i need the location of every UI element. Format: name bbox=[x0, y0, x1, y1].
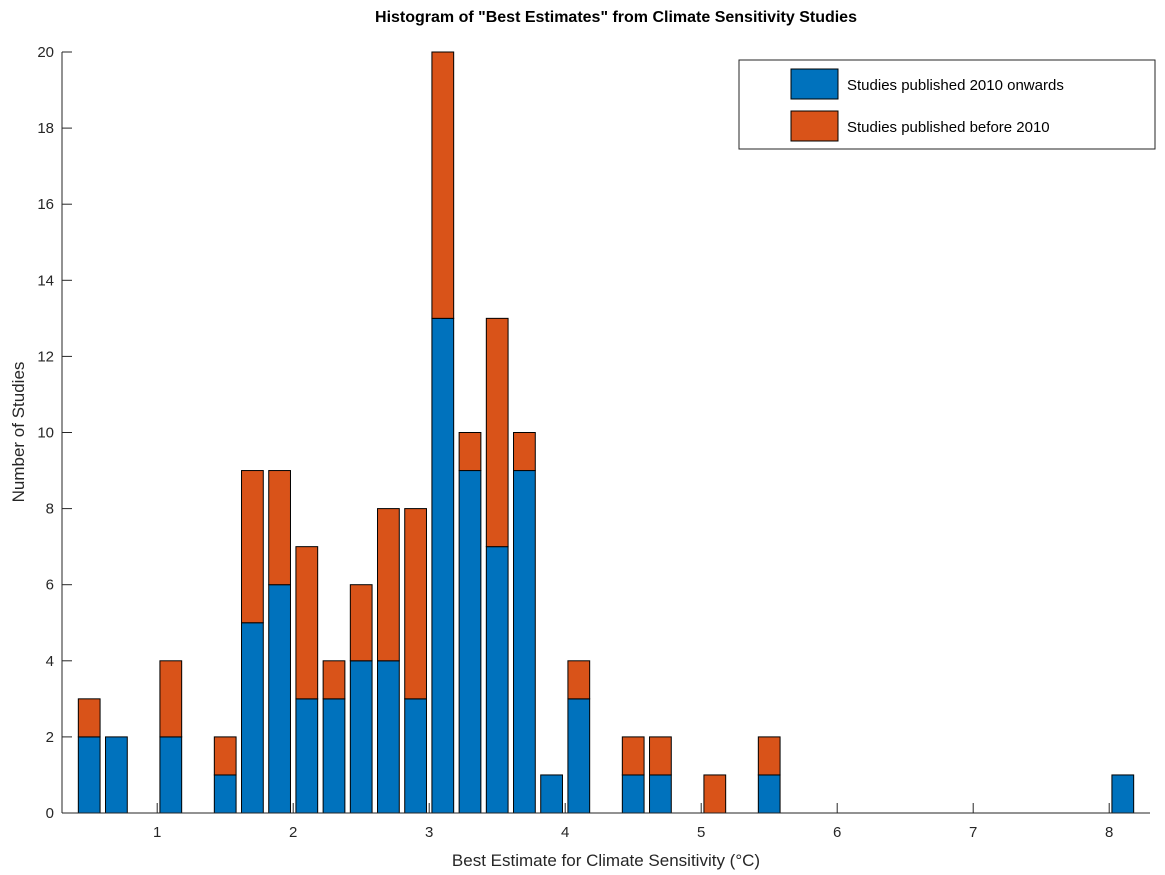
bar-before-2010-5 bbox=[268, 470, 291, 586]
bar-since-2010-5 bbox=[268, 584, 291, 814]
x-tick-label: 8 bbox=[1105, 824, 1113, 841]
x-tick-label: 4 bbox=[561, 824, 569, 841]
y-axis-label: Number of Studies bbox=[9, 362, 28, 503]
y-tick-label: 16 bbox=[37, 196, 54, 213]
bar-before-2010-14 bbox=[513, 432, 536, 472]
bar-since-2010-3 bbox=[213, 774, 237, 814]
bar-before-2010-9 bbox=[377, 508, 400, 662]
y-tick-label: 0 bbox=[46, 805, 54, 822]
y-tick-label: 10 bbox=[37, 425, 54, 442]
bar-since-2010-21 bbox=[1111, 774, 1135, 814]
legend-label-before-2010: Studies published before 2010 bbox=[847, 119, 1050, 136]
y-tick-label: 6 bbox=[46, 577, 54, 594]
bar-since-2010-10 bbox=[404, 698, 427, 814]
bar-since-2010-2 bbox=[159, 736, 183, 814]
bar-before-2010-6 bbox=[295, 546, 319, 700]
bar-since-2010-0 bbox=[77, 736, 101, 814]
bar-before-2010-18 bbox=[649, 736, 672, 776]
bar-before-2010-19 bbox=[703, 774, 727, 814]
bar-since-2010-11 bbox=[431, 317, 455, 814]
bar-since-2010-4 bbox=[241, 622, 264, 814]
bar-before-2010-10 bbox=[404, 508, 427, 700]
y-tick-label: 12 bbox=[37, 348, 54, 365]
bar-before-2010-20 bbox=[757, 736, 781, 776]
bar-since-2010-17 bbox=[621, 774, 645, 814]
bar-since-2010-7 bbox=[322, 698, 346, 814]
y-tick-label: 2 bbox=[46, 729, 54, 746]
legend-swatch-before-2010 bbox=[790, 110, 839, 142]
bar-since-2010-14 bbox=[513, 470, 536, 814]
bar-since-2010-9 bbox=[377, 660, 400, 814]
bar-before-2010-8 bbox=[349, 584, 373, 662]
chart-title: Histogram of "Best Estimates" from Clima… bbox=[375, 9, 857, 26]
x-tick-label: 7 bbox=[969, 824, 977, 841]
bar-before-2010-4 bbox=[241, 470, 264, 624]
bar-since-2010-13 bbox=[485, 546, 509, 814]
legend: Studies published 2010 onwards Studies p… bbox=[738, 59, 1156, 150]
bar-before-2010-0 bbox=[77, 698, 101, 738]
x-tick-label: 3 bbox=[425, 824, 433, 841]
y-tick-label: 4 bbox=[46, 653, 54, 670]
x-tick-label: 1 bbox=[153, 824, 161, 841]
bar-since-2010-12 bbox=[458, 470, 482, 814]
bar-since-2010-15 bbox=[540, 774, 563, 814]
bar-before-2010-7 bbox=[322, 660, 346, 700]
y-tick-label: 20 bbox=[37, 44, 54, 61]
bar-before-2010-16 bbox=[567, 660, 591, 700]
bar-before-2010-2 bbox=[159, 660, 183, 738]
bar-since-2010-6 bbox=[295, 698, 319, 814]
bar-since-2010-16 bbox=[567, 698, 591, 814]
bar-before-2010-12 bbox=[458, 432, 482, 472]
x-tick-label: 5 bbox=[697, 824, 705, 841]
y-tick-label: 18 bbox=[37, 120, 54, 137]
y-tick-label: 14 bbox=[37, 272, 54, 289]
bar-before-2010-11 bbox=[431, 51, 455, 319]
bar-before-2010-13 bbox=[485, 317, 509, 548]
bar-since-2010-18 bbox=[649, 774, 672, 814]
x-axis-label: Best Estimate for Climate Sensitivity (°… bbox=[452, 851, 760, 870]
legend-label-2010-onwards: Studies published 2010 onwards bbox=[847, 77, 1064, 94]
legend-swatch-2010-onwards bbox=[790, 68, 839, 100]
bar-before-2010-3 bbox=[213, 736, 237, 776]
bar-since-2010-8 bbox=[349, 660, 373, 814]
bar-since-2010-20 bbox=[757, 774, 781, 814]
y-tick-label: 8 bbox=[46, 501, 54, 518]
x-tick-label: 2 bbox=[289, 824, 297, 841]
x-tick-label: 6 bbox=[833, 824, 841, 841]
plot-area bbox=[77, 51, 1135, 814]
bar-since-2010-1 bbox=[105, 736, 128, 814]
bar-before-2010-17 bbox=[621, 736, 645, 776]
